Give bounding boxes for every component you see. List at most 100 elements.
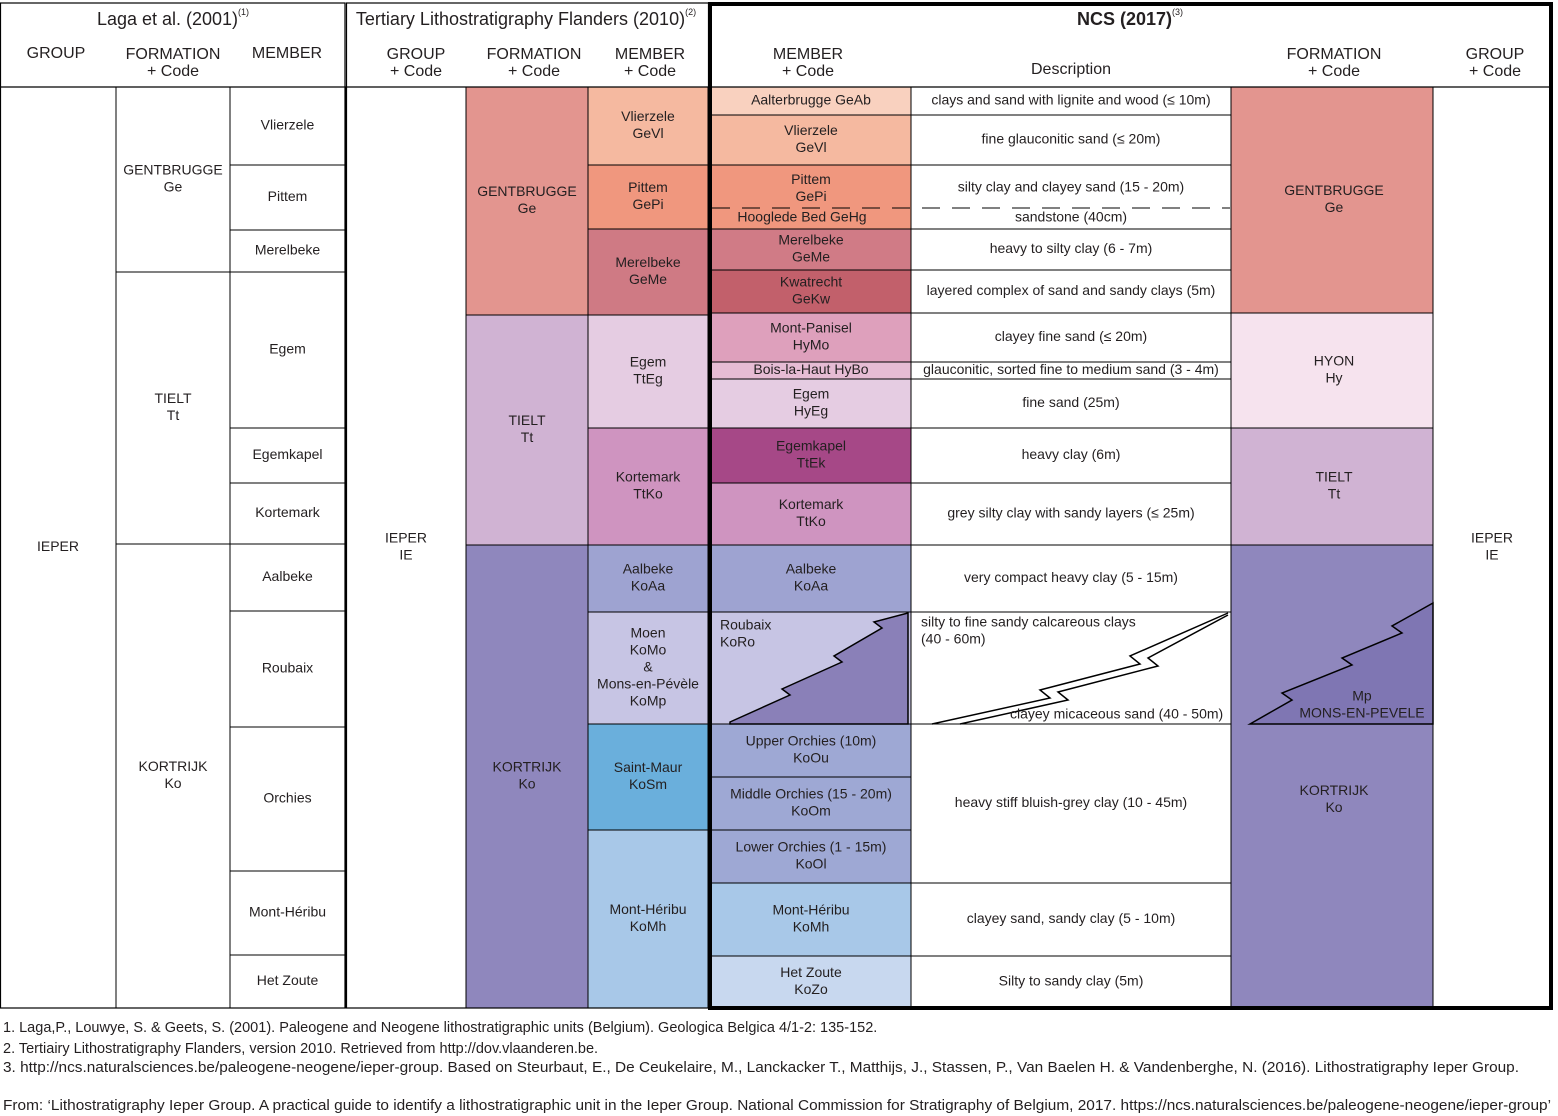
label: + Code [147, 63, 199, 80]
label: KoSm [629, 776, 667, 792]
mons-en-pevele-interfinger [1247, 601, 1434, 725]
label: Mont-Héribu [772, 902, 849, 918]
label: KORTRIJK [139, 758, 209, 774]
label: GeMe [792, 249, 830, 265]
cell [229, 229, 346, 273]
label: sandstone (40cm) [1015, 209, 1127, 225]
label: KoMh [793, 919, 830, 935]
cell [0, 86, 117, 1009]
label: Aalbeke [262, 568, 313, 584]
cell [910, 86, 1232, 116]
ncs-title: NCS (2017)(3) [1077, 7, 1183, 28]
label: GeMe [629, 271, 667, 287]
label: Ge [1325, 199, 1344, 215]
cell [910, 611, 1232, 725]
label: Mp [1352, 688, 1372, 704]
label: TIELT [1315, 469, 1353, 485]
label: Merelbeke [615, 254, 681, 270]
cell [910, 164, 1232, 230]
label: Orchies [263, 790, 311, 806]
label: Egem [630, 354, 667, 370]
label: Saint-Maur [614, 759, 683, 775]
label: Silty to sandy clay (5m) [999, 973, 1144, 989]
label: IEPER [385, 530, 427, 546]
label: IEPER [1471, 530, 1513, 546]
cell [710, 544, 912, 613]
cell [587, 611, 709, 725]
label: TIELT [154, 390, 192, 406]
reference: (1) [238, 7, 249, 17]
cell [587, 427, 709, 546]
label: Tt [521, 429, 534, 445]
label: FORMATION [1287, 46, 1382, 63]
laga-frame [0, 2, 346, 1009]
label: heavy clay (6m) [1022, 446, 1121, 462]
label: GeKw [792, 291, 831, 307]
reference: (3) [1172, 7, 1183, 17]
label: Aalterbrugge GeAb [751, 92, 871, 108]
label: clayey fine sand (≤ 20m) [995, 328, 1147, 344]
label: Het Zoute [257, 972, 319, 988]
label: HYON [1314, 353, 1354, 369]
roubaix-interfinger [729, 612, 909, 725]
cell [115, 543, 231, 1009]
label: KoOu [793, 750, 829, 766]
label: (40 - 60m) [921, 631, 986, 647]
label: TtEg [633, 371, 663, 387]
cell [1432, 86, 1552, 1009]
label: Tt [167, 407, 180, 423]
cell [229, 726, 346, 872]
label: Egemkapel [776, 438, 846, 454]
label: Pittem [791, 171, 831, 187]
title: Laga et al. (2001) [97, 9, 238, 29]
label: Lower Orchies (1 - 15m) [736, 839, 887, 855]
label: Ko [518, 776, 535, 792]
cell [465, 544, 589, 1009]
label: Pittem [268, 188, 308, 204]
label: Mons-en-Pévèle [597, 676, 699, 692]
label: KoAa [794, 578, 828, 594]
label: silty clay and clayey sand (15 - 20m) [958, 179, 1184, 195]
tlf-title: Tertiary Lithostratigraphy Flanders (201… [356, 7, 696, 28]
label: FORMATION [126, 46, 221, 63]
label: Moen [630, 625, 665, 641]
label: Kwatrecht [780, 274, 842, 290]
label: Het Zoute [780, 964, 842, 980]
label: KoOm [791, 803, 831, 819]
label: KORTRIJK [1300, 782, 1370, 798]
label: GROUP [27, 45, 86, 62]
cell [229, 610, 346, 728]
label: clayey micaceous sand (40 - 50m) [1010, 706, 1223, 722]
label: IE [399, 547, 412, 563]
footnote: 2. Tertiairy Lithostratigraphy Flanders,… [3, 1041, 598, 1057]
label: Vlierzele [784, 122, 838, 138]
label: GeVl [795, 139, 826, 155]
cell [229, 86, 346, 166]
cell [710, 228, 912, 271]
label: MEMBER [773, 46, 843, 63]
label: Merelbeke [778, 232, 844, 248]
label: fine glauconitic sand (≤ 20m) [982, 131, 1161, 147]
label: TtKo [633, 486, 663, 502]
label: GePi [632, 196, 663, 212]
cell [910, 427, 1232, 484]
cell [587, 86, 709, 166]
label: IE [1485, 547, 1498, 563]
cell [587, 164, 709, 230]
cells [0, 86, 1552, 1009]
label: KoMh [630, 918, 667, 934]
cell [910, 312, 1232, 363]
label: Egem [269, 341, 306, 357]
label: TtKo [796, 513, 826, 529]
label: Middle Orchies (15 - 20m) [730, 786, 892, 802]
label: fine sand (25m) [1022, 394, 1119, 410]
label: GENTBRUGGE [123, 162, 223, 178]
label: Ko [164, 775, 181, 791]
label: + Code [508, 63, 560, 80]
label: Merelbeke [255, 242, 321, 258]
description-zigzag [931, 612, 1229, 725]
label: Egemkapel [252, 446, 322, 462]
label: HyEg [794, 403, 828, 419]
label: GENTBRUGGE [1284, 182, 1384, 198]
label: GROUP [387, 46, 446, 63]
